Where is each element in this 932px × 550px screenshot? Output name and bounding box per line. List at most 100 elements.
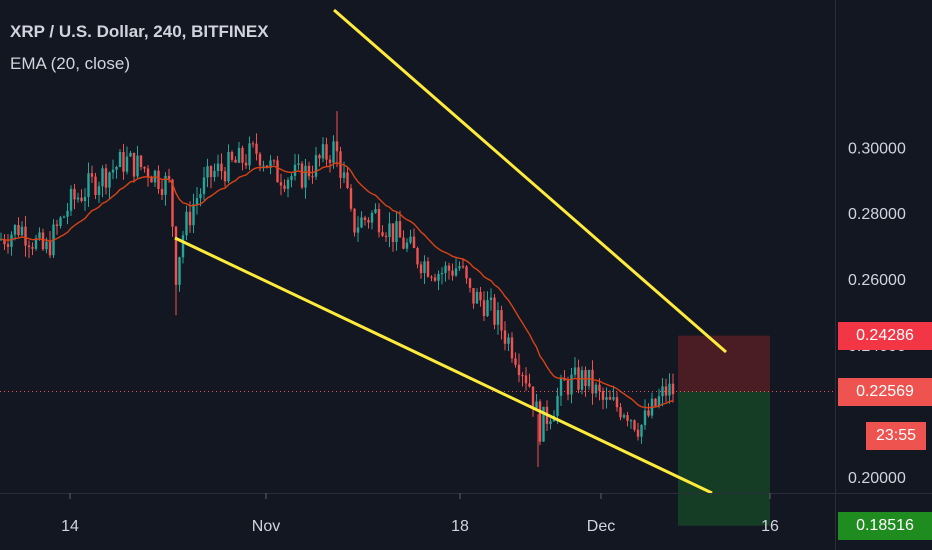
candle-body [132,152,136,177]
candle-body [181,235,185,258]
candle-body [615,397,619,408]
candle-body [223,171,227,182]
price-axis-tag: 0.22569 [838,378,932,407]
candle-body [262,165,265,167]
candle-body [346,172,349,189]
candle-body [657,396,661,407]
candle-body [255,143,258,154]
candle-body [83,196,87,201]
candle-body [178,257,181,285]
candle-body [6,244,10,247]
candle-body [437,274,440,281]
candle-body [185,211,188,236]
candle-body [489,297,493,301]
candle-body [356,227,360,233]
candle-body [206,166,209,178]
take-profit-zone[interactable] [678,391,770,526]
drawing-overlays[interactable] [0,8,835,526]
candle-body [430,276,433,278]
lower-trendline[interactable] [174,236,713,495]
candle-body [349,188,353,209]
x-tick-label: Dec [587,518,615,535]
candle-body [125,156,129,172]
candle-body [311,176,314,178]
y-tick-label: 0.26000 [848,272,906,289]
candle-body [465,266,468,279]
candle-body [647,410,650,416]
candle-body [10,234,13,247]
y-tick-label: 0.28000 [848,206,906,223]
candle-body [384,235,388,237]
symbol-title[interactable]: XRP / U.S. Dollar, 240, BITFINEX [10,22,269,41]
candle-body [318,155,321,159]
candle-body [563,378,566,381]
ema-legend[interactable]: EMA (20, close) [10,54,130,73]
candle-body [447,265,451,271]
x-tick-label: 16 [761,518,779,535]
candle-body [559,378,563,396]
candle-body [412,236,416,248]
candle-body [633,420,636,430]
candle-body [164,176,167,195]
candle-body [304,165,307,188]
candle-body [293,164,297,176]
candle-body [48,241,52,256]
x-tick-label: 18 [451,518,469,535]
candle-body [251,143,255,145]
candle-body [69,188,73,211]
candle-body [461,266,465,268]
candle-body [230,152,234,160]
candle-body [143,167,146,169]
candle-body [528,383,531,387]
candle-body [458,266,461,269]
candle-body [38,232,41,239]
candle-body [584,370,587,386]
y-tick-label: 0.20000 [848,470,906,487]
candle-body [521,375,524,377]
candle-body [409,236,412,243]
candle-body [342,172,346,178]
candle-body [507,337,510,344]
candle-body [566,380,570,395]
candle-body [643,410,647,425]
candle-body [374,209,377,213]
candle-body [66,210,69,217]
candle-body [62,216,66,218]
candle-body [514,358,517,365]
candle-body [503,330,507,344]
candle-body [220,163,223,172]
candle-body [276,160,279,183]
stop-loss-zone[interactable] [678,335,770,392]
candle-body [279,182,283,186]
upper-trendline[interactable] [333,8,727,354]
x-tick-label: Nov [252,518,280,535]
candle-body [426,261,430,277]
time-axis[interactable]: 14 Nov 18 Dec 16 [61,493,779,535]
candle-body [136,155,139,177]
candle-body [640,425,643,437]
candle-body [80,197,83,201]
candle-body [195,198,199,205]
candle-body [444,265,447,273]
candle-body [3,239,6,245]
candle-body [97,186,101,195]
candle-body [94,176,97,195]
candle-body [111,169,115,173]
candle-body [524,375,528,384]
ema-line [0,161,674,409]
candle-body [398,221,402,238]
candle-body [367,220,370,223]
candle-body [573,367,577,375]
candle-body [241,147,244,163]
candle-body [475,292,479,304]
candle-body [283,185,286,189]
candle-body [535,401,538,409]
candle-body [549,421,552,424]
candle-body [353,208,356,233]
candle-body [654,398,657,406]
candle-body [482,300,486,317]
candle-body [402,237,405,249]
candle-body [171,179,174,227]
candle-body [594,384,598,394]
